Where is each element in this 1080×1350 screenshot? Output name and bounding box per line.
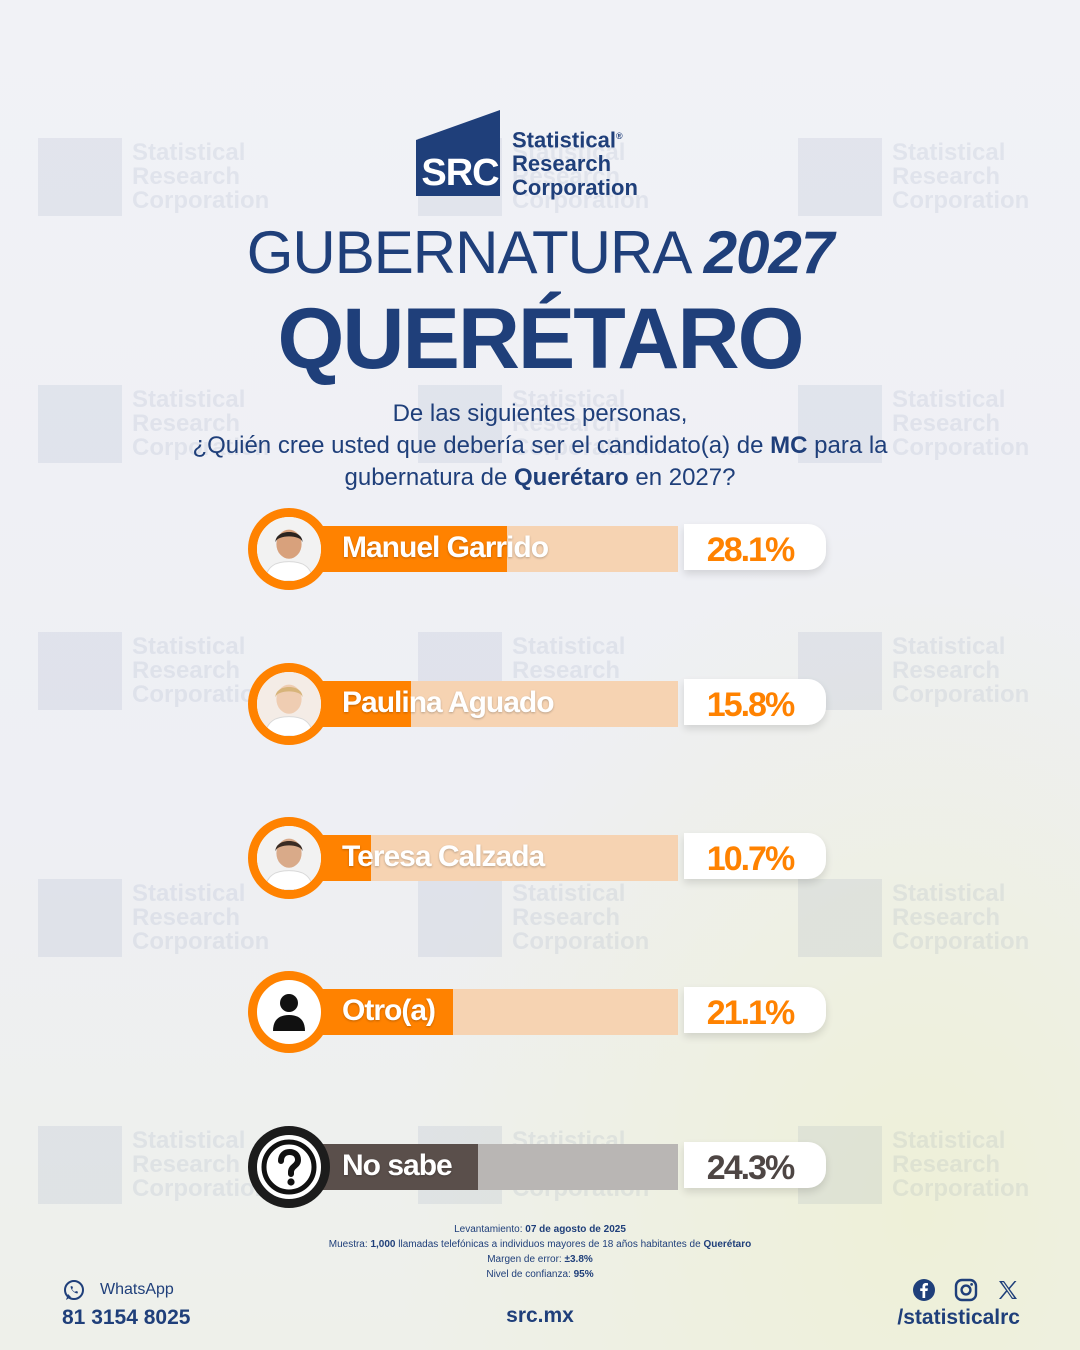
question-line3: gubernatura de Querétaro en 2027? (100, 462, 980, 494)
logo-mark-text: SRC (421, 152, 499, 194)
logo-mark-icon (416, 110, 500, 196)
candidate-avatar (248, 508, 330, 590)
value-label: 24.3% (706, 1149, 795, 1187)
bar-track (288, 526, 678, 572)
title-year: 2027 (703, 219, 834, 286)
social-icons (897, 1278, 1020, 1302)
bar-track (288, 681, 678, 727)
bar-label: Otro(a) (342, 994, 436, 1027)
question-line2-pre: ¿Quién cree usted que debería ser el can… (192, 432, 771, 459)
question-line3-pre: gubernatura de (344, 464, 514, 491)
logo-name-line1: Statistical (512, 127, 616, 153)
whatsapp-contact[interactable]: WhatsApp 81 3154 8025 (62, 1278, 190, 1330)
logo-name-line3: Corporation (512, 175, 638, 201)
question-line2: ¿Quién cree usted que debería ser el can… (100, 430, 980, 462)
whatsapp-label: WhatsApp (100, 1281, 174, 1298)
social-handle[interactable]: /statisticalrc (897, 1306, 1020, 1329)
question-icon (248, 1126, 330, 1208)
note-confianza-label: Nivel de confianza: (486, 1269, 574, 1280)
note-fecha: Levantamiento: 07 de agosto de 2025 (0, 1222, 1080, 1237)
watermark-mark (38, 632, 122, 710)
note-muestra-place: Querétaro (703, 1239, 752, 1250)
registered-mark: ® (615, 131, 623, 141)
bar-label: No sabe (342, 1149, 453, 1182)
value-label: 21.1% (706, 994, 795, 1032)
social-block: /statisticalrc (897, 1278, 1020, 1330)
candidate-avatar (248, 663, 330, 745)
question-line3-post: en 2027? (628, 464, 736, 491)
x-twitter-icon[interactable] (996, 1278, 1020, 1302)
question-line2-post: para la (807, 432, 888, 459)
value-badge: 28.1% (684, 524, 826, 570)
instagram-icon[interactable] (954, 1278, 978, 1302)
bar-row: 28.1% Manuel Garrido (248, 508, 828, 590)
logo-name: Statistical® Research Corporation (512, 124, 638, 200)
bar-row: 21.1% Otro(a) (248, 971, 828, 1053)
logo-name-line2: Research (512, 151, 612, 177)
title-gubernatura: GUBERNATURA (246, 219, 689, 286)
value-badge: 15.8% (684, 679, 826, 725)
methodology-note: Levantamiento: 07 de agosto de 2025 Mues… (0, 1222, 1080, 1282)
candidate-avatar (248, 817, 330, 899)
title-line1: GUBERNATURA 2027 (0, 218, 1080, 287)
question-party: MC (770, 432, 808, 459)
note-muestra: Muestra: 1,000 llamadas telefónicas a in… (0, 1237, 1080, 1252)
bar-row: 10.7% Teresa Calzada (248, 817, 828, 899)
value-label: 10.7% (706, 840, 795, 878)
note-margen: Margen de error: ±3.8% (0, 1252, 1080, 1267)
watermark-mark (798, 138, 882, 216)
note-confianza: Nivel de confianza: 95% (0, 1267, 1080, 1282)
note-muestra-label: Muestra: (328, 1239, 371, 1250)
bar-label: Manuel Garrido (342, 531, 549, 564)
whatsapp-icon (64, 1280, 84, 1300)
value-label: 15.8% (706, 686, 795, 724)
watermark-mark (38, 1126, 122, 1204)
note-muestra-mid: llamadas telefónicas a individuos mayore… (395, 1239, 704, 1250)
watermark-mark (38, 879, 122, 957)
whatsapp-number[interactable]: 81 3154 8025 (62, 1306, 191, 1329)
note-fecha-value: 07 de agosto de 2025 (525, 1224, 626, 1235)
question-line1: De las siguientes personas, (392, 400, 688, 427)
title-state: QUERÉTARO (277, 291, 804, 387)
note-muestra-value: 1,000 (370, 1239, 396, 1250)
src-logo: SRC Statistical® Research Corporation (416, 110, 666, 200)
value-badge: 24.3% (684, 1142, 826, 1188)
bar-label: Paulina Aguado (342, 686, 555, 719)
note-confianza-value: 95% (573, 1269, 594, 1280)
note-margen-label: Margen de error: (487, 1254, 565, 1265)
value-badge: 21.1% (684, 987, 826, 1033)
value-label: 28.1% (706, 531, 795, 569)
note-margen-value: ±3.8% (564, 1254, 593, 1265)
whatsapp-line: WhatsApp (62, 1278, 190, 1302)
value-badge: 10.7% (684, 833, 826, 879)
bar-row: 24.3% No sabe (248, 1126, 828, 1208)
question-state: Querétaro (513, 464, 629, 491)
bar-track (288, 835, 678, 881)
website-link[interactable]: src.mx (506, 1304, 574, 1327)
watermark-mark (38, 138, 122, 216)
person-icon (248, 971, 330, 1053)
note-fecha-label: Levantamiento: (454, 1224, 526, 1235)
bar-row: 15.8% Paulina Aguado (248, 663, 828, 745)
facebook-icon[interactable] (912, 1278, 936, 1302)
survey-question: De las siguientes personas, ¿Quién cree … (100, 398, 980, 494)
bar-label: Teresa Calzada (342, 840, 545, 873)
